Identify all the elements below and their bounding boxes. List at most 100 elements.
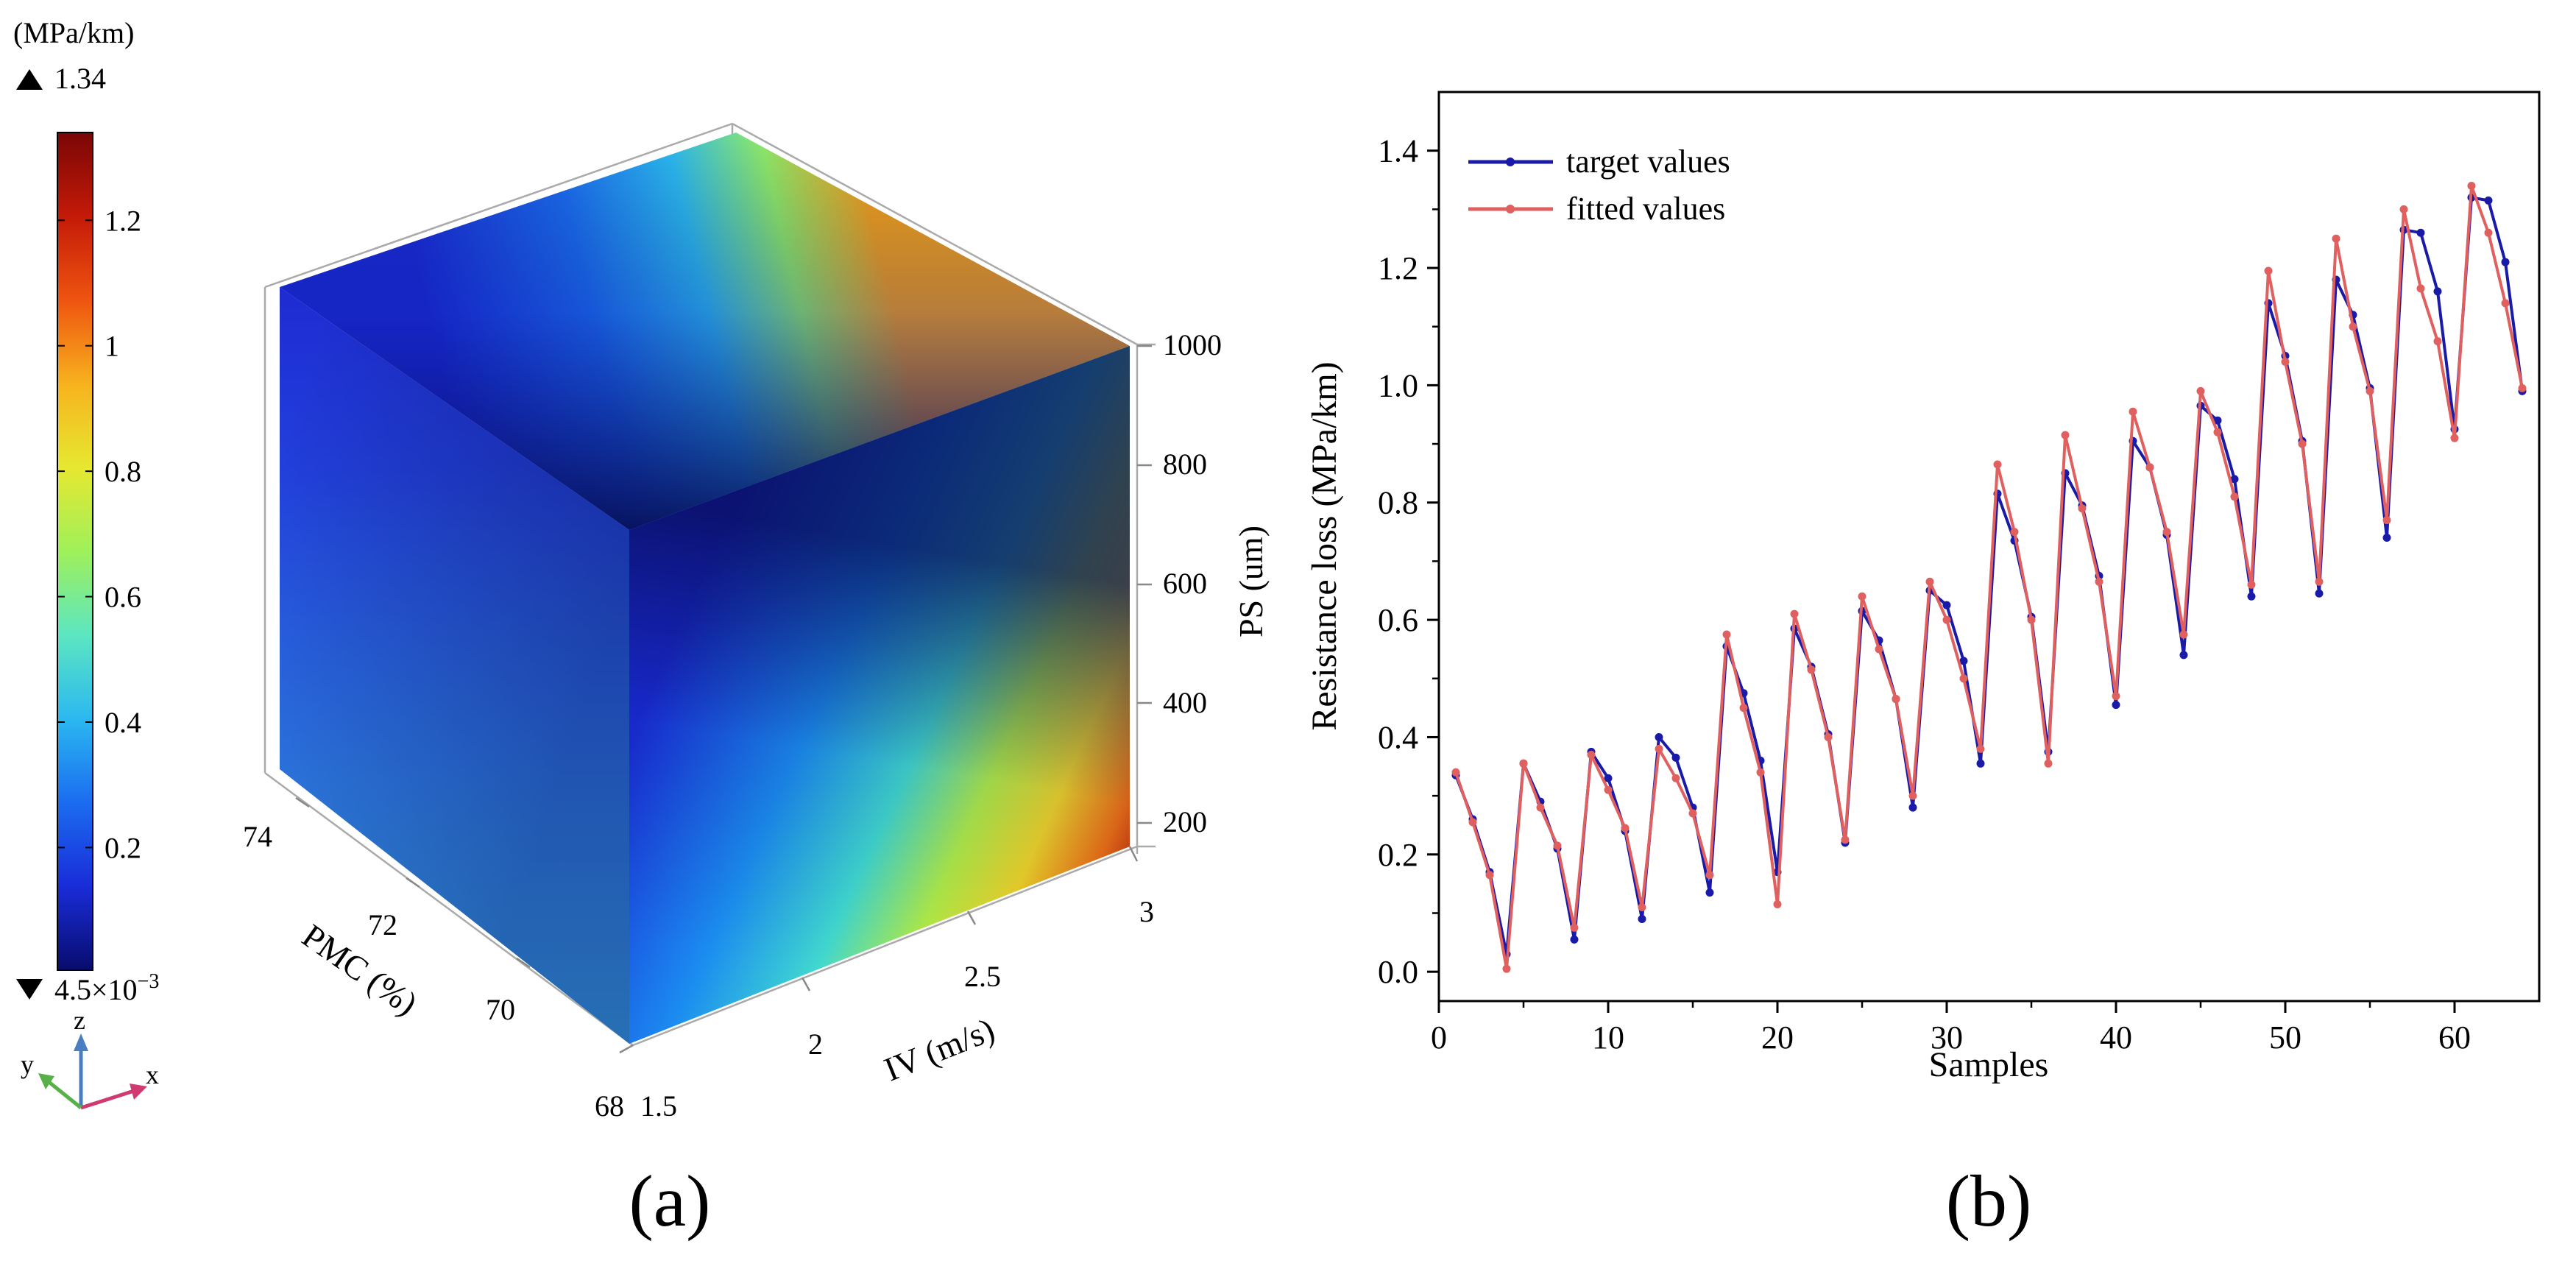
chart-axes: 0 10 20 30 40 50 60 0.0 0.2 0.4 0.6 0.8 1.0 1.2 1.4: [1378, 133, 2471, 1056]
data-point-target: [1604, 774, 1613, 782]
data-point-target: [2501, 258, 2510, 266]
ps-axis-label: PS (um): [1232, 526, 1270, 637]
axes-triad: z x y: [21, 1005, 159, 1110]
data-point-fitted: [2298, 439, 2307, 448]
pmc-axis-label: PMC (%): [296, 916, 425, 1022]
colorbar-tick-label: 1: [105, 330, 119, 363]
legend-fitted-label: fitted values: [1566, 191, 1725, 227]
data-point-fitted: [1993, 460, 2002, 469]
data-point-target: [1705, 888, 1714, 897]
x-tick-label: 60: [2438, 1019, 2471, 1056]
data-point-fitted: [1485, 871, 1494, 880]
data-point-target: [2213, 416, 2222, 425]
data-point-fitted: [1621, 824, 1630, 833]
cube-ticks: [295, 344, 1152, 1054]
colorbar-tick-label: 0.2: [105, 831, 141, 864]
triad-z-label: z: [74, 1005, 85, 1035]
ps-tick-800: 800: [1163, 448, 1207, 481]
data-point-fitted: [1908, 791, 1917, 800]
data-point-target: [2247, 592, 2256, 601]
colorbar-max-label: 1.34: [54, 62, 106, 95]
y-tick-label: 0.4: [1378, 719, 1418, 755]
data-point-target: [1655, 732, 1663, 741]
cube-right-shade: [629, 346, 1130, 1044]
pmc-tick-68: 68: [595, 1089, 624, 1123]
data-point-target: [2179, 651, 2188, 660]
data-point-target: [2433, 287, 2442, 296]
panel-b-label: (b): [1946, 1160, 2032, 1242]
data-point-fitted: [1841, 835, 1850, 844]
data-point-target: [2112, 701, 2120, 710]
y-tick-label: 0.0: [1378, 954, 1418, 990]
data-point-fitted: [2112, 692, 2120, 701]
x-tick-label: 30: [1931, 1019, 1963, 1056]
data-point-fitted: [2145, 463, 2154, 472]
colorbar-tick-label: 0.6: [105, 581, 141, 614]
data-point-fitted: [2044, 759, 2053, 768]
data-point-target: [1959, 657, 1968, 665]
data-point-fitted: [2179, 630, 2188, 639]
iv-tick-2.5: 2.5: [964, 960, 1001, 993]
x-tick-label: 40: [2100, 1019, 2132, 1056]
y-tick-label: 0.8: [1378, 485, 1418, 521]
data-point-target: [2230, 475, 2239, 484]
data-point-fitted: [1688, 809, 1697, 818]
pmc-tick-74: 74: [243, 820, 272, 853]
data-point-fitted: [2247, 580, 2256, 589]
y-tick-label: 1.2: [1378, 250, 1418, 286]
cube-top-shade: [280, 132, 1130, 530]
data-point-target: [1570, 935, 1579, 944]
data-point-fitted: [1807, 665, 1816, 674]
legend-fitted-marker: [1506, 205, 1515, 213]
data-point-fitted: [2501, 299, 2510, 308]
data-point-fitted: [1705, 871, 1714, 880]
colorbar-min-label: 4.5×10−3: [54, 970, 159, 1006]
iv-axis-label: IV (m/s): [879, 1011, 999, 1089]
data-point-fitted: [2467, 181, 2476, 190]
data-point-fitted: [2010, 528, 2019, 537]
data-point-fitted: [2416, 284, 2425, 293]
legend-target-label: target values: [1566, 144, 1730, 180]
iv-tick-2: 2: [808, 1028, 823, 1061]
data-point-target: [2382, 534, 2391, 542]
ps-tick-600: 600: [1163, 567, 1207, 600]
data-point-target: [1638, 914, 1646, 923]
data-point-fitted: [1671, 774, 1680, 782]
chart-series: [1451, 181, 2527, 973]
data-point-fitted: [1519, 759, 1528, 768]
data-point-fitted: [1553, 841, 1562, 850]
series-line-target: [1454, 196, 2524, 956]
data-point-target: [1671, 753, 1680, 762]
colorbar-tick-label: 0.8: [105, 455, 141, 488]
triad-y-label: y: [21, 1050, 34, 1079]
colorbar-min-mantissa: 4.5×10: [54, 973, 138, 1006]
data-point-target: [1908, 803, 1917, 812]
data-point-fitted: [2129, 407, 2137, 416]
data-point-fitted: [2196, 386, 2205, 395]
data-point-fitted: [2213, 428, 2222, 436]
data-point-target: [1976, 759, 1985, 768]
ps-tick-400: 400: [1163, 686, 1207, 719]
series-line-fitted: [1454, 184, 2524, 971]
colorbar-tick-label: 1.2: [105, 204, 141, 237]
data-point-fitted: [2450, 434, 2459, 442]
x-tick-label: 10: [1592, 1019, 1624, 1056]
triad-x-axis: [80, 1089, 135, 1110]
x-tick-label: 0: [1431, 1019, 1447, 1056]
colorbar-min-exponent: −3: [138, 970, 160, 993]
data-point-fitted: [1536, 803, 1545, 812]
data-point-fitted: [2027, 615, 2036, 624]
data-point-fitted: [2382, 516, 2391, 525]
colorbar-max-triangle-icon: [16, 69, 43, 90]
data-point-fitted: [1468, 818, 1477, 827]
data-point-fitted: [2484, 228, 2493, 237]
triad-x-arrow-icon: [130, 1084, 147, 1100]
y-tick-label: 1.4: [1378, 133, 1418, 169]
triad-y-arrow-icon: [38, 1073, 54, 1089]
data-point-fitted: [1587, 750, 1596, 759]
plot-area: [1437, 91, 2541, 1003]
triad-y-axis: [46, 1079, 82, 1109]
x-tick-label: 20: [1761, 1019, 1794, 1056]
data-point-target: [2416, 228, 2425, 237]
